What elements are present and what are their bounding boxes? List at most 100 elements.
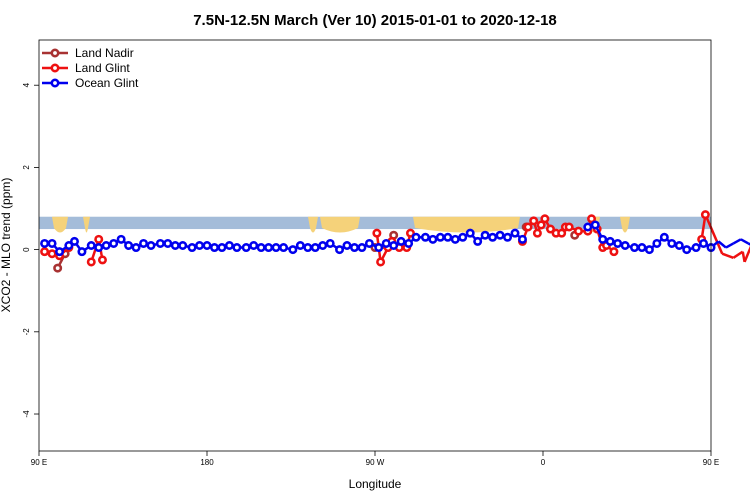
data-point: [598, 234, 608, 244]
data-point: [389, 241, 399, 251]
data-point: [381, 238, 391, 248]
data-point: [217, 243, 227, 253]
data-point: [288, 245, 298, 255]
land-shape-6: [620, 216, 630, 233]
data-point: [532, 228, 542, 238]
plot-area: [38, 39, 750, 452]
data-point: [335, 245, 345, 255]
data-point: [146, 241, 156, 251]
data-point: [609, 247, 619, 257]
land-shape-3: [320, 216, 360, 233]
x-tick-label: 90 E: [31, 458, 47, 467]
data-point: [620, 241, 630, 251]
data-point: [264, 243, 274, 253]
legend-item: Land Glint: [42, 61, 130, 75]
data-point: [86, 241, 96, 251]
data-point: [682, 245, 692, 255]
data-point: [428, 234, 438, 244]
series-line-segment: [740, 238, 749, 245]
data-point: [53, 263, 63, 273]
data-point: [510, 228, 520, 238]
chart-title: 7.5N-12.5N March (Ver 10) 2015-01-01 to …: [193, 12, 557, 29]
data-point: [613, 238, 623, 248]
data-point: [256, 243, 266, 253]
data-point: [396, 236, 406, 246]
x-tick-label: 90 W: [366, 458, 385, 467]
legend-label: Land Nadir: [75, 46, 134, 60]
data-point: [97, 255, 107, 265]
data-point: [659, 232, 669, 242]
data-point: [564, 222, 574, 232]
land-shape-0: [52, 216, 68, 233]
data-point: [170, 241, 180, 251]
data-point: [443, 232, 453, 242]
data-point: [202, 241, 212, 251]
x-tick-label: 0: [541, 458, 546, 467]
data-point: [357, 243, 367, 253]
x-axis-label: Longitude: [349, 477, 402, 491]
data-point: [232, 243, 242, 253]
data-point: [674, 241, 684, 251]
data-point: [187, 243, 197, 253]
data-point: [374, 243, 384, 253]
data-point: [411, 232, 421, 242]
legend-item: Land Nadir: [42, 46, 134, 60]
data-point: [590, 220, 600, 230]
y-axis-label: XCO2 - MLO trend (ppm): [0, 178, 13, 313]
data-point: [364, 238, 374, 248]
data-point: [47, 238, 57, 248]
data-point: [241, 243, 251, 253]
data-point: [536, 220, 546, 230]
land-shape-1: [83, 216, 90, 233]
data-point: [342, 241, 352, 251]
data-point: [318, 241, 328, 251]
data-point: [435, 232, 445, 242]
data-point: [587, 214, 597, 224]
data-point: [163, 238, 173, 248]
data-point: [271, 243, 281, 253]
series-line-segment: [721, 252, 734, 260]
data-point: [458, 232, 468, 242]
data-point: [450, 234, 460, 244]
data-point: [495, 230, 505, 240]
data-point: [404, 238, 414, 248]
land-shape-2: [308, 216, 318, 233]
x-tick-label: 90 E: [703, 458, 719, 467]
data-point: [349, 243, 359, 253]
data-point: [605, 236, 615, 246]
x-tick-label: 180: [200, 458, 214, 467]
series-line-segment: [732, 238, 742, 245]
series-layer: [40, 210, 750, 273]
data-point: [249, 241, 259, 251]
data-point: [691, 243, 701, 253]
y-tick-label: 0: [22, 247, 31, 252]
data-point: [116, 234, 126, 244]
legend-swatch-marker: [50, 63, 60, 73]
data-point: [279, 243, 289, 253]
y-tick-label: -4: [22, 410, 31, 418]
y-tick-label: -2: [22, 328, 31, 336]
data-point: [195, 241, 205, 251]
data-point: [652, 238, 662, 248]
data-point: [473, 236, 483, 246]
legend-swatch-marker: [50, 48, 60, 58]
data-point: [503, 232, 513, 242]
data-point: [224, 241, 234, 251]
data-point: [372, 228, 382, 238]
data-point: [69, 236, 79, 246]
legend-item: Ocean Glint: [42, 76, 139, 90]
data-point: [101, 241, 111, 251]
data-point: [629, 243, 639, 253]
series-line-segment: [732, 250, 744, 259]
data-point: [86, 257, 96, 267]
legend-label: Ocean Glint: [75, 76, 139, 90]
data-point: [700, 210, 710, 220]
data-point: [465, 228, 475, 238]
data-point: [557, 228, 567, 238]
data-point: [131, 243, 141, 253]
data-point: [109, 238, 119, 248]
data-point: [40, 238, 50, 248]
data-point: [523, 222, 533, 232]
